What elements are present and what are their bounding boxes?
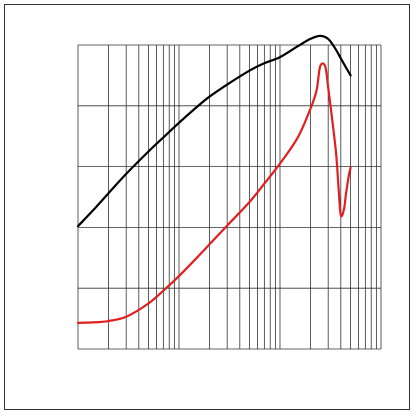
series-line-1: [76, 34, 352, 228]
series-group: [76, 34, 352, 324]
series-line-2: [76, 62, 352, 324]
chart-frame: [4, 4, 410, 410]
grid: [77, 44, 382, 350]
